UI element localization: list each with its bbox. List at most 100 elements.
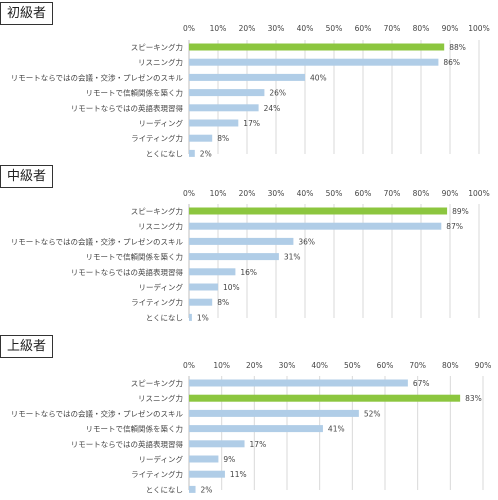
category-label-advanced: リモートならではの英語表現習得 — [71, 439, 184, 449]
category-label-intermediate: ライティング力 — [131, 297, 183, 307]
bar-intermediate — [189, 298, 213, 306]
x-tick-label-intermediate: 50% — [326, 189, 343, 198]
x-tick-label-intermediate: 40% — [297, 189, 314, 198]
bar-intermediate — [189, 268, 236, 276]
bar-intermediate — [189, 283, 218, 291]
value-label-advanced: 83% — [465, 394, 482, 403]
bar-beginner — [189, 89, 265, 97]
value-label-advanced: 17% — [250, 440, 267, 449]
x-tick-label-intermediate: 70% — [384, 189, 401, 198]
x-tick-label-beginner: 70% — [384, 24, 401, 33]
panel-title-intermediate: 中級者 — [0, 165, 54, 188]
value-label-intermediate: 87% — [446, 222, 463, 231]
value-label-beginner: 8% — [217, 134, 229, 143]
x-tick-label-advanced: 50% — [344, 361, 361, 370]
category-label-beginner: リーディング — [139, 118, 184, 128]
bar-advanced — [189, 394, 461, 402]
bar-advanced — [189, 485, 196, 493]
bar-intermediate — [189, 253, 279, 261]
x-tick-label-intermediate: 0% — [183, 189, 195, 198]
category-label-advanced: スピーキング力 — [131, 378, 183, 388]
value-label-intermediate: 8% — [217, 298, 229, 307]
x-tick-label-beginner: 80% — [413, 24, 430, 33]
value-label-beginner: 2% — [200, 149, 212, 158]
x-tick-label-beginner: 100% — [468, 24, 489, 33]
bar-beginner — [189, 149, 195, 157]
x-tick-label-advanced: 30% — [279, 361, 296, 370]
x-tick-label-advanced: 20% — [246, 361, 263, 370]
panel-title-beginner: 初級者 — [0, 2, 54, 25]
bar-advanced — [189, 440, 245, 448]
value-label-beginner: 88% — [449, 43, 466, 52]
bar-advanced — [189, 425, 323, 433]
x-tick-label-intermediate: 100% — [468, 189, 489, 198]
value-label-intermediate: 89% — [452, 207, 469, 216]
bar-advanced — [189, 409, 359, 417]
bar-beginner — [189, 58, 439, 66]
category-label-beginner: リモートならではの英語表現習得 — [71, 103, 184, 113]
bar-beginner — [189, 43, 445, 51]
x-tick-label-intermediate: 90% — [442, 189, 459, 198]
x-tick-label-intermediate: 30% — [268, 189, 285, 198]
category-label-beginner: リモートで信頼関係を築く力 — [86, 88, 184, 98]
category-label-beginner: ライティング力 — [131, 133, 183, 143]
bar-advanced — [189, 379, 408, 387]
panel-title-advanced: 上級者 — [0, 335, 54, 358]
value-label-beginner: 40% — [310, 73, 327, 82]
bar-advanced — [189, 455, 219, 463]
value-label-beginner: 17% — [243, 119, 260, 128]
category-label-advanced: ライティング力 — [131, 469, 183, 479]
x-tick-label-beginner: 60% — [355, 24, 372, 33]
value-label-beginner: 24% — [264, 104, 281, 113]
x-tick-label-advanced: 60% — [377, 361, 394, 370]
category-label-intermediate: リモートならではの会議・交渉・プレゼンのスキル — [11, 236, 184, 246]
x-tick-label-intermediate: 20% — [239, 189, 256, 198]
x-tick-label-intermediate: 80% — [413, 189, 430, 198]
bar-beginner — [189, 119, 239, 127]
value-label-beginner: 86% — [443, 58, 460, 67]
value-label-advanced: 52% — [364, 409, 381, 418]
value-label-intermediate: 36% — [298, 237, 315, 246]
bar-intermediate — [189, 313, 192, 321]
x-tick-label-beginner: 40% — [297, 24, 314, 33]
category-label-beginner: リモートならではの会議・交渉・プレゼンのスキル — [11, 72, 184, 82]
bar-beginner — [189, 134, 213, 142]
bar-intermediate — [189, 207, 448, 215]
value-label-intermediate: 1% — [197, 313, 209, 322]
bar-intermediate — [189, 222, 442, 230]
value-label-intermediate: 16% — [240, 268, 257, 277]
x-tick-label-beginner: 10% — [210, 24, 227, 33]
x-tick-label-advanced: 70% — [409, 361, 426, 370]
value-label-advanced: 2% — [201, 485, 213, 494]
x-tick-label-beginner: 20% — [239, 24, 256, 33]
value-label-advanced: 11% — [230, 470, 247, 479]
x-tick-label-beginner: 0% — [183, 24, 195, 33]
x-tick-label-advanced: 0% — [183, 361, 195, 370]
x-tick-label-advanced: 90% — [475, 361, 492, 370]
category-label-intermediate: リスニング力 — [138, 221, 183, 231]
x-tick-label-beginner: 90% — [442, 24, 459, 33]
value-label-intermediate: 10% — [223, 283, 240, 292]
category-label-advanced: とくになし — [146, 485, 183, 494]
x-tick-label-advanced: 10% — [213, 361, 230, 370]
category-label-intermediate: リーディング — [139, 282, 184, 292]
category-label-intermediate: スピーキング力 — [131, 206, 183, 216]
value-label-beginner: 26% — [269, 89, 286, 98]
category-label-beginner: リスニング力 — [138, 57, 183, 67]
bar-beginner — [189, 104, 259, 112]
value-label-intermediate: 31% — [284, 253, 301, 262]
x-tick-label-intermediate: 60% — [355, 189, 372, 198]
category-label-beginner: とくになし — [146, 149, 183, 158]
bar-advanced — [189, 470, 225, 478]
category-label-advanced: リスニング力 — [138, 393, 183, 403]
category-label-intermediate: とくになし — [146, 313, 183, 322]
value-label-advanced: 67% — [413, 379, 430, 388]
category-label-advanced: リモートならではの会議・交渉・プレゼンのスキル — [11, 408, 184, 418]
x-tick-label-beginner: 30% — [268, 24, 285, 33]
bar-intermediate — [189, 237, 294, 245]
value-label-advanced: 9% — [223, 455, 235, 464]
x-tick-label-intermediate: 10% — [210, 189, 227, 198]
category-label-advanced: リモートで信頼関係を築く力 — [86, 424, 184, 434]
bar-beginner — [189, 73, 305, 81]
category-label-intermediate: リモートならではの英語表現習得 — [71, 267, 184, 277]
